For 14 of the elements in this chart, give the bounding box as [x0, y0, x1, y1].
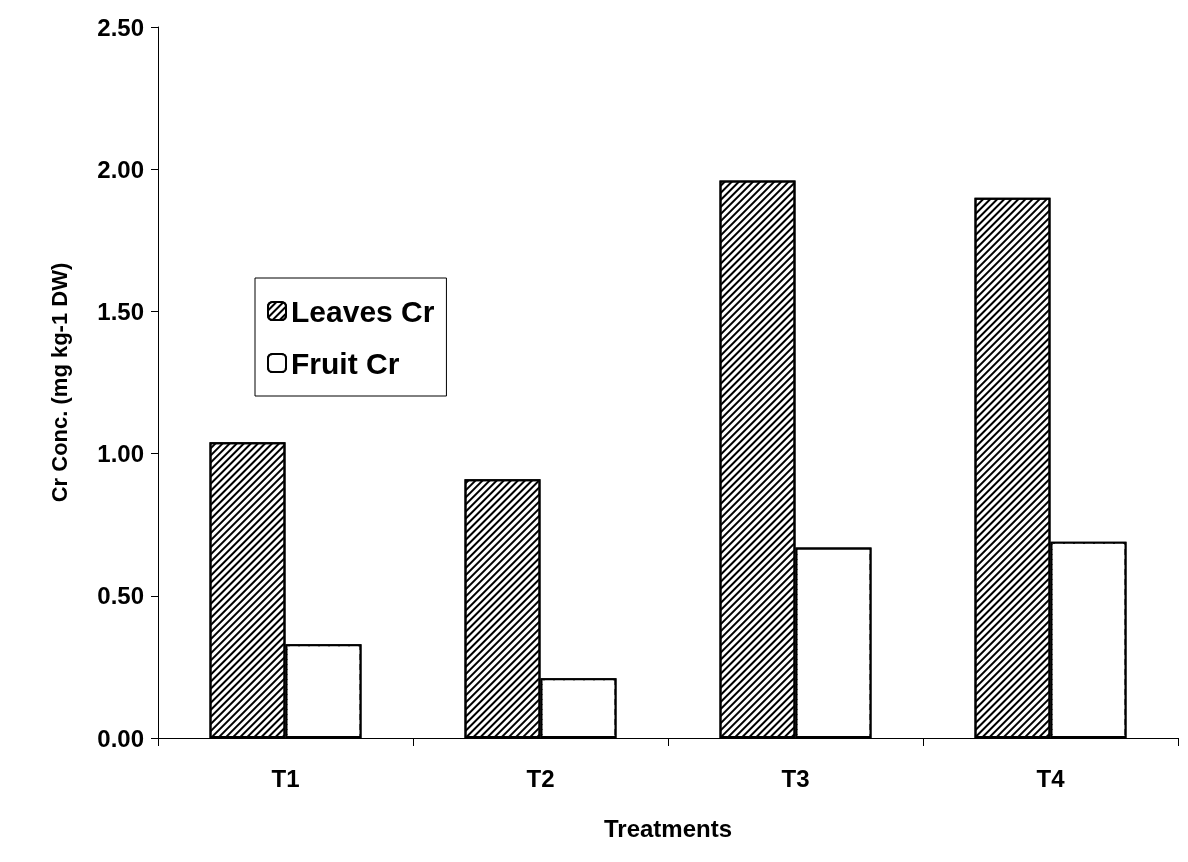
x-tick-label: T1	[271, 764, 300, 792]
y-tick-label: 0.50	[97, 582, 144, 610]
legend-label: Fruit Cr	[291, 346, 400, 380]
y-tick-label: 2.00	[97, 155, 144, 183]
x-tick-label: T2	[526, 764, 555, 792]
y-tick-label: 1.00	[97, 440, 144, 468]
x-tick-label: T4	[1036, 764, 1066, 792]
y-axis-title: Cr Conc. (mg kg-1 DW)	[46, 262, 72, 503]
x-axis-title: Treatments	[603, 814, 733, 842]
y-tick-label: 2.50	[97, 13, 144, 41]
x-tick-label: T3	[781, 764, 810, 792]
legend-label: Leaves Cr	[291, 294, 435, 328]
y-tick-label: 1.50	[97, 297, 144, 325]
y-tick-label: 0.00	[97, 724, 144, 752]
